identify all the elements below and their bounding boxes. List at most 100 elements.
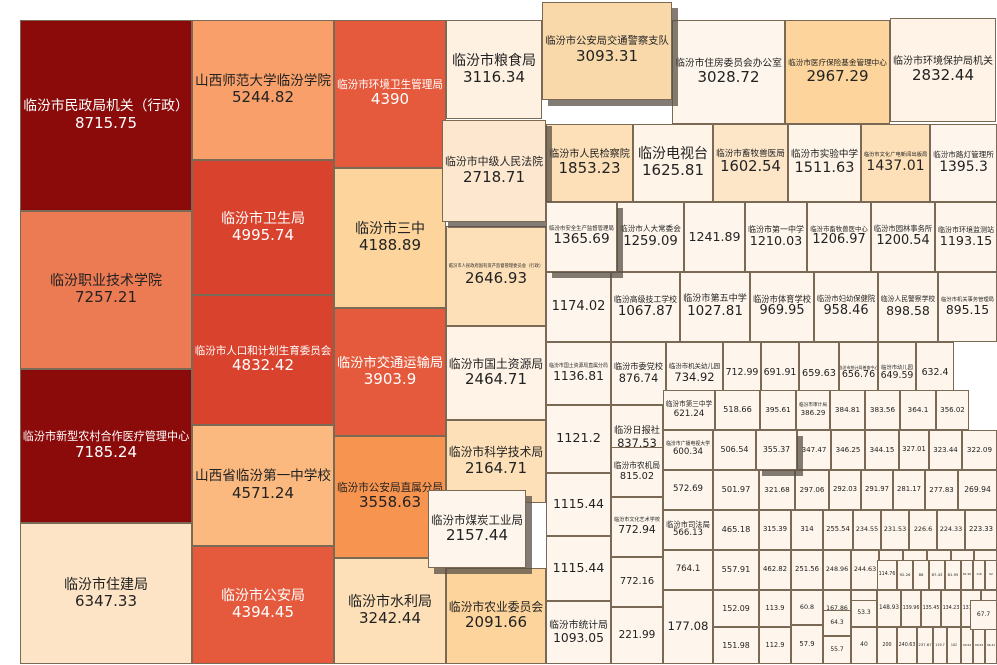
tile-value-only-29[interactable]: 1241.89: [684, 202, 745, 272]
tile-14[interactable]: 临汾市粮食局 3116.34: [446, 20, 542, 119]
tile-value-only-152[interactable]: 112.9: [759, 627, 791, 664]
tile-88[interactable]: 临汾市司法局 566.13: [663, 510, 713, 550]
tile-31[interactable]: 临汾市畜牧兽医中心 1206.97: [807, 202, 871, 272]
tile-value-only-92[interactable]: 255.54: [823, 510, 853, 550]
tile-value-only-135[interactable]: 116: [973, 560, 985, 590]
tile-value-only-71[interactable]: 327.01: [899, 430, 929, 470]
tile-11[interactable]: 临汾市交通运输局 3903.9: [334, 308, 446, 436]
tile-value-only-57[interactable]: 395.61: [760, 390, 796, 430]
tile-value-only-149[interactable]: 152.09: [713, 590, 759, 627]
tile-value-only-78[interactable]: 501.97: [713, 470, 759, 510]
tile-value-only-97[interactable]: 223.33: [965, 510, 997, 550]
tile-value-only-81[interactable]: 292.03: [829, 470, 861, 510]
tile-value-only-146[interactable]: 240.63: [897, 627, 917, 664]
tile-value-only-67[interactable]: 355.37: [756, 430, 797, 470]
tile-value-only-83[interactable]: 281.17: [893, 470, 925, 510]
tile-64[interactable]: 临汾市农机局 815.02: [611, 447, 663, 497]
tile-16[interactable]: 临汾市住房委员会办公室 3028.72: [672, 20, 785, 124]
tile-value-only-125[interactable]: 99.64: [961, 627, 973, 664]
tile-74[interactable]: 临汾市农业委员会 2091.66: [446, 568, 546, 664]
tile-value-only-96[interactable]: 224.33: [937, 510, 965, 550]
tile-value-only-99[interactable]: 764.1: [663, 550, 713, 590]
tile-value-only-114[interactable]: 139.96: [901, 590, 921, 627]
tile-20[interactable]: 临汾市人民检察院 1853.23: [546, 124, 633, 202]
tile-44[interactable]: 临汾市委党校 876.74: [611, 342, 666, 405]
tile-value-only-132[interactable]: 87.43: [929, 560, 945, 590]
tile-76[interactable]: 临汾市文化艺术学校 772.94: [611, 497, 663, 557]
tile-value-only-94[interactable]: 231.53: [881, 510, 909, 550]
tile-value-only-82[interactable]: 291.97: [861, 470, 893, 510]
tile-33[interactable]: 临汾市环境监测站 1193.15: [935, 202, 997, 272]
tile-value-only-93[interactable]: 234.55: [853, 510, 881, 550]
tile-value-only-90[interactable]: 315.39: [759, 510, 791, 550]
tile-value-only-115[interactable]: 135.45: [921, 590, 941, 627]
tile-value-only-69[interactable]: 346.25: [831, 430, 865, 470]
tile-52[interactable]: 临汾市煤炭工业局 2157.44: [428, 490, 526, 568]
tile-value-only-100[interactable]: 557.91: [713, 550, 759, 590]
tile-value-only-147[interactable]: 237.67: [917, 627, 933, 664]
tile-value-only-136[interactable]: 92: [985, 560, 997, 590]
tile-32[interactable]: 临汾市园林事务所 1200.54: [871, 202, 935, 272]
tile-value-only-91[interactable]: 314: [791, 510, 823, 550]
tile-0[interactable]: 临汾市民政局机关（行政） 8715.75: [20, 20, 192, 211]
tile-value-only-35[interactable]: 1174.02: [546, 272, 611, 342]
tile-30[interactable]: 临汾市第一中学 1210.03: [745, 202, 807, 272]
tile-value-only-80[interactable]: 297.06: [795, 470, 829, 510]
tile-18[interactable]: 临汾市环境保护局机关 2832.44: [890, 18, 996, 122]
tile-23[interactable]: 临汾市实验中学 1511.63: [788, 124, 861, 202]
tile-value-only-62[interactable]: 356.02: [936, 390, 969, 430]
tile-value-only-145[interactable]: 200: [877, 627, 897, 664]
tile-15[interactable]: 临汾市公安局交通警察支队 3093.31: [542, 2, 672, 100]
tile-value-only-98[interactable]: 221.99: [611, 607, 663, 664]
tile-value-only-141[interactable]: 57.9: [791, 625, 823, 664]
tile-55[interactable]: 临汾市第三中学 621.24: [663, 390, 715, 430]
tile-42[interactable]: 临汾市科学技术局 2164.71: [446, 420, 546, 503]
tile-value-only-60[interactable]: 383.56: [865, 390, 900, 430]
tile-value-only-85[interactable]: 269.94: [958, 470, 997, 510]
tile-value-only-79[interactable]: 321.68: [759, 470, 795, 510]
tile-value-only-127[interactable]: 96.41: [985, 627, 997, 664]
tile-36[interactable]: 临汾高级技工学校 1067.87: [611, 272, 680, 342]
tile-value-only-150[interactable]: 151.98: [713, 627, 759, 664]
tile-value-only-68[interactable]: 347.47: [797, 430, 831, 470]
tile-34[interactable]: 临汾市国土资源局 2464.71: [446, 326, 546, 420]
tile-58[interactable]: 临汾市审计局 386.29: [796, 390, 830, 430]
tile-17[interactable]: 临汾市医疗保险基金管理中心 2967.29: [785, 20, 890, 124]
tile-value-only-129[interactable]: 114.76: [877, 560, 897, 590]
tile-value-only-77[interactable]: 572.69: [663, 470, 713, 510]
tile-1[interactable]: 临汾职业技术学院 7257.21: [20, 211, 192, 369]
tile-value-only-59[interactable]: 384.81: [830, 390, 865, 430]
tile-6[interactable]: 临汾市人口和计划生育委员会 4832.42: [192, 295, 334, 425]
tile-value-only-70[interactable]: 344.15: [865, 430, 899, 470]
tile-value-only-133[interactable]: 81.95: [945, 560, 961, 590]
tile-37[interactable]: 临汾市第五中学 1027.81: [680, 272, 750, 342]
tile-9[interactable]: 临汾市环境卫生管理局 4390: [334, 20, 446, 168]
tile-value-only-61[interactable]: 364.1: [900, 390, 936, 430]
tile-22[interactable]: 临汾市畜牧兽医局 1602.54: [713, 124, 788, 202]
tile-12[interactable]: 临汾市公安局直属分局 3558.63: [334, 436, 446, 558]
tile-4[interactable]: 山西师范大学临汾学院 5244.82: [192, 20, 334, 160]
tile-value-only-123[interactable]: 119.7: [933, 627, 947, 664]
tile-28[interactable]: 临汾市人大常委会 1259.09: [617, 202, 684, 272]
tile-value-only-95[interactable]: 226.6: [909, 510, 937, 550]
tile-value-only-116[interactable]: 134.23: [941, 590, 961, 627]
tile-value-only-66[interactable]: 506.54: [713, 430, 756, 470]
tile-21[interactable]: 临汾电视台 1625.81: [633, 124, 713, 202]
tile-value-only-126[interactable]: 99.63: [973, 627, 985, 664]
tile-10[interactable]: 临汾市三中 4188.89: [334, 168, 446, 308]
tile-value-only-151[interactable]: 113.9: [759, 590, 791, 627]
tile-value-only-56[interactable]: 518.66: [715, 390, 760, 430]
tile-value-only-101[interactable]: 462.82: [759, 550, 791, 590]
tile-value-only-113[interactable]: 148.93: [877, 590, 901, 627]
tile-8[interactable]: 临汾市公安局 4394.45: [192, 546, 334, 664]
tile-7[interactable]: 山西省临汾第一中学校 4571.24: [192, 425, 334, 546]
tile-2[interactable]: 临汾市新型农村合作医疗管理中心 7185.24: [20, 369, 192, 523]
tile-24[interactable]: 临汾市文化广电新闻出版局 1437.01: [861, 124, 930, 202]
tile-value-only-142[interactable]: 55.7: [823, 636, 851, 664]
tile-40[interactable]: 临汾人民警察学校 898.58: [878, 272, 938, 342]
tile-41[interactable]: 临汾市机关事务管理局 895.15: [938, 272, 997, 342]
tile-43[interactable]: 临汾市国土资源局直属分局 1136.81: [546, 342, 611, 405]
tile-value-only-89[interactable]: 465.18: [713, 510, 759, 550]
tile-3[interactable]: 临汾市住建局 6347.33: [20, 523, 192, 664]
tile-19[interactable]: 临汾市中级人民法院 2718.71: [442, 120, 546, 222]
